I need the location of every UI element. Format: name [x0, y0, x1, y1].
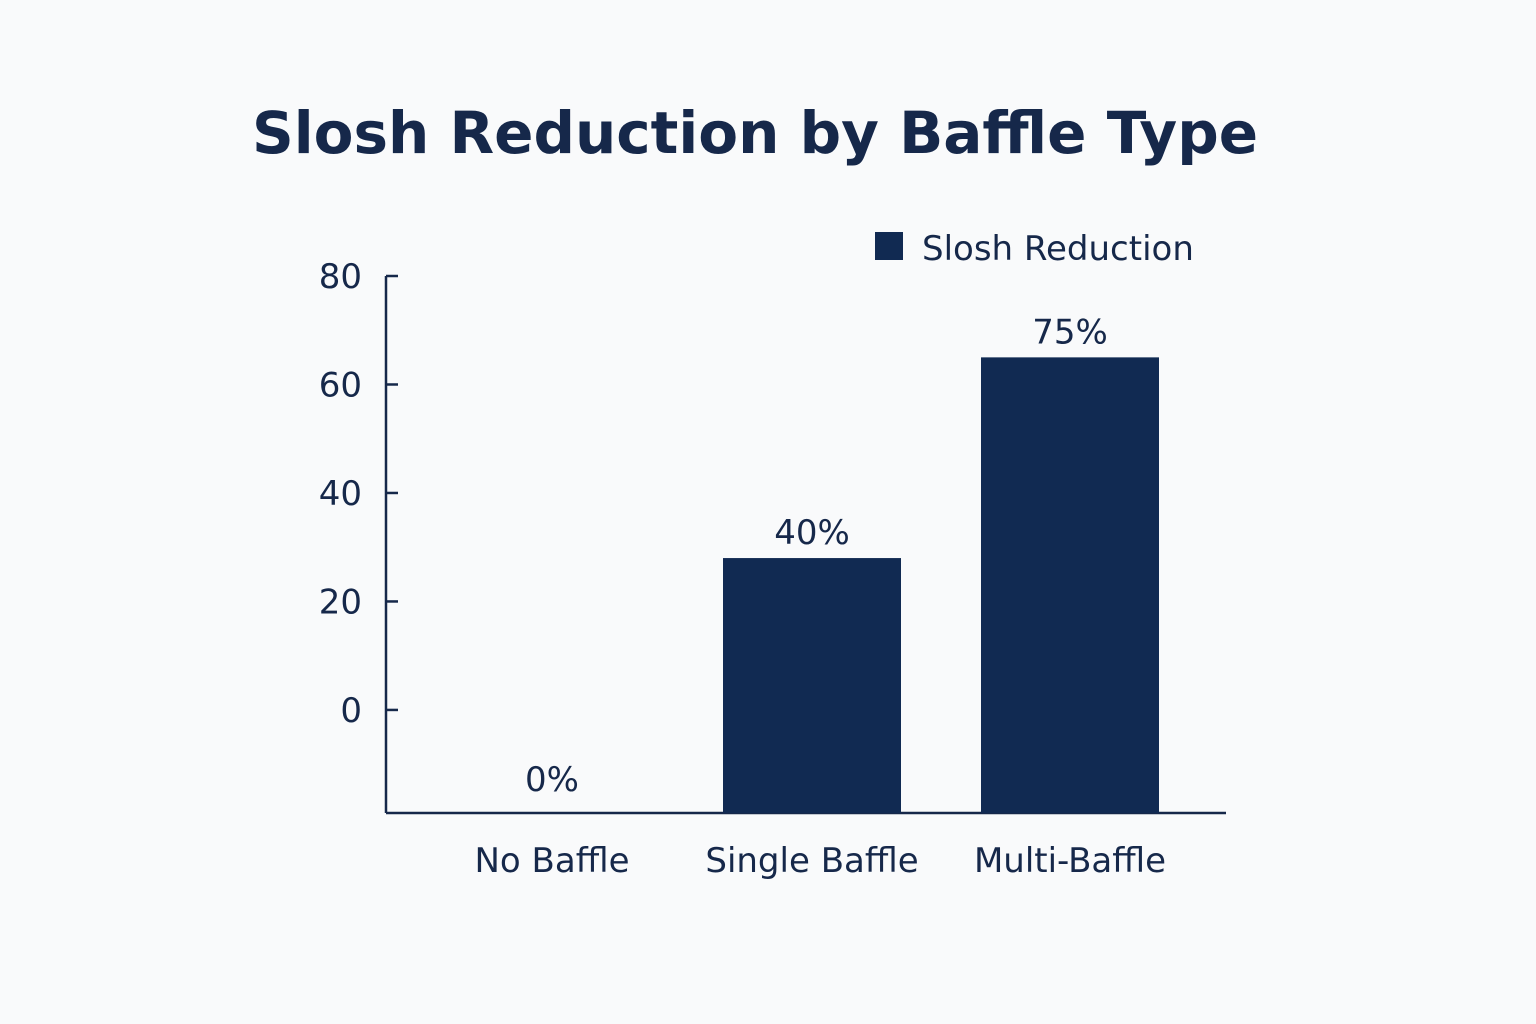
- category-label: Multi-Baffle: [974, 841, 1166, 881]
- bar: [723, 558, 901, 813]
- chart-title: Slosh Reduction by Baffle Type: [252, 99, 1258, 167]
- y-tick-label: 60: [319, 365, 362, 405]
- category-label: Single Baffle: [705, 841, 918, 881]
- data-labels: 0% 40% 75%: [525, 312, 1108, 800]
- legend-label: Slosh Reduction: [922, 229, 1194, 269]
- data-label: 40%: [774, 513, 850, 553]
- legend: Slosh Reduction: [875, 229, 1194, 269]
- y-tick-label: 20: [319, 582, 362, 622]
- data-label: 75%: [1032, 312, 1108, 352]
- bar: [981, 357, 1159, 813]
- y-tick-label: 0: [340, 691, 362, 731]
- legend-swatch: [875, 232, 903, 260]
- y-tick-label: 40: [319, 474, 362, 514]
- data-label: 0%: [525, 760, 579, 800]
- bars: [723, 357, 1159, 813]
- y-tick-label: 80: [319, 257, 362, 297]
- category-label: No Baffle: [475, 841, 630, 881]
- category-labels: No Baffle Single Baffle Multi-Baffle: [475, 841, 1167, 881]
- y-axis: 0 20 40 60 80: [319, 257, 398, 813]
